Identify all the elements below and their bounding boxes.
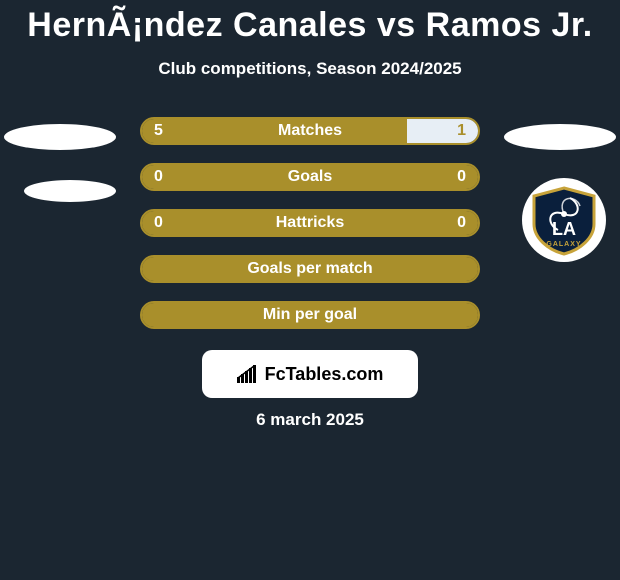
stat-value-right: 0 [457, 168, 466, 186]
stat-bar-matches: 5 Matches 1 [140, 117, 480, 145]
stat-value-right: 1 [457, 122, 466, 140]
stat-value-right: 0 [457, 214, 466, 232]
stat-bar-goals-per-match: Goals per match [140, 255, 480, 283]
stat-bar-left [142, 119, 407, 143]
club-badge-right: LA GALAXY [522, 178, 606, 262]
la-galaxy-icon: LA GALAXY [528, 184, 600, 256]
stat-value-left: 5 [154, 122, 163, 140]
player-right-placeholder-1 [504, 124, 616, 150]
stat-value-left: 0 [154, 168, 163, 186]
stat-bar-left [142, 165, 478, 189]
svg-text:LA: LA [552, 219, 576, 239]
page-title: HernÃ¡ndez Canales vs Ramos Jr. [0, 0, 620, 45]
stat-bar-min-per-goal: Min per goal [140, 301, 480, 329]
player-left-placeholder-1 [4, 124, 116, 150]
svg-text:GALAXY: GALAXY [546, 241, 581, 248]
player-left-placeholder-2 [24, 180, 116, 202]
subtitle: Club competitions, Season 2024/2025 [0, 59, 620, 79]
date-text: 6 march 2025 [0, 410, 620, 430]
stat-bar-left [142, 257, 478, 281]
stat-bar-goals: 0 Goals 0 [140, 163, 480, 191]
stat-bar-hattricks: 0 Hattricks 0 [140, 209, 480, 237]
bar-chart-icon [237, 365, 259, 383]
stat-bar-left [142, 211, 478, 235]
source-badge-text: FcTables.com [265, 364, 384, 385]
stat-bar-right [407, 119, 478, 143]
source-badge: FcTables.com [202, 350, 418, 398]
stat-value-left: 0 [154, 214, 163, 232]
comparison-card: HernÃ¡ndez Canales vs Ramos Jr. Club com… [0, 0, 620, 450]
stat-bar-left [142, 303, 478, 327]
